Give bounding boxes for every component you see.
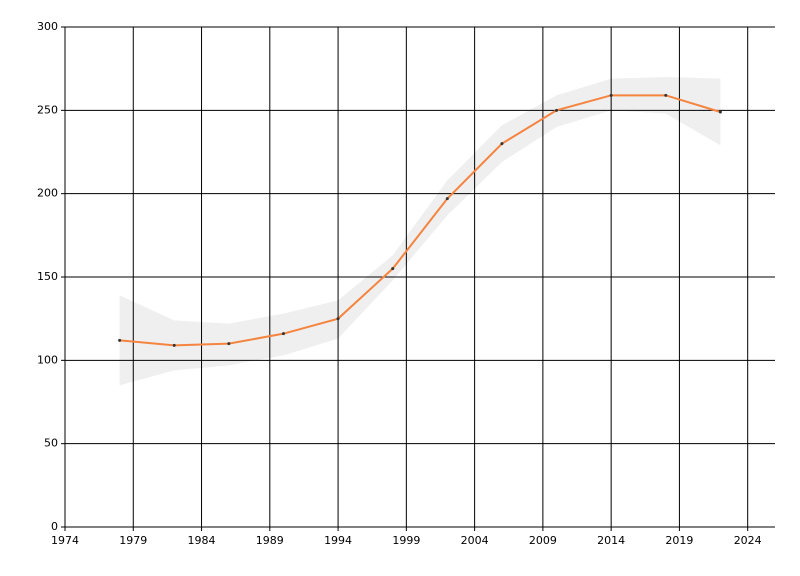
- x-tick-label: 1994: [324, 534, 352, 547]
- x-tick-label: 2014: [597, 534, 625, 547]
- x-tick-label: 1999: [392, 534, 420, 547]
- y-tick-label: 50: [44, 437, 58, 450]
- x-tick-label: 1989: [256, 534, 284, 547]
- confidence-band: [119, 77, 721, 386]
- y-tick-label: 0: [51, 520, 58, 533]
- point: [445, 197, 449, 201]
- point: [718, 110, 722, 114]
- x-tick-label: 1974: [51, 534, 79, 547]
- y-tick-label: 100: [37, 353, 58, 366]
- x-tick-label: 2019: [665, 534, 693, 547]
- point: [118, 338, 122, 342]
- x-tick-label: 2009: [529, 534, 557, 547]
- y-tick-label: 150: [37, 270, 58, 283]
- x-tick-label: 1984: [188, 534, 216, 547]
- point: [336, 317, 340, 321]
- point: [500, 142, 504, 146]
- point: [281, 332, 285, 336]
- point: [391, 267, 395, 271]
- y-tick-label: 250: [37, 103, 58, 116]
- x-tick-label: 2024: [734, 534, 762, 547]
- y-tick-label: 300: [37, 20, 58, 33]
- line: [119, 94, 721, 347]
- y-tick-label: 200: [37, 187, 58, 200]
- x-tick-label: 2004: [461, 534, 489, 547]
- point: [664, 93, 668, 97]
- point: [555, 108, 559, 112]
- point: [172, 343, 176, 347]
- point: [609, 93, 613, 97]
- point: [227, 342, 231, 346]
- x-tick-label: 1979: [119, 534, 147, 547]
